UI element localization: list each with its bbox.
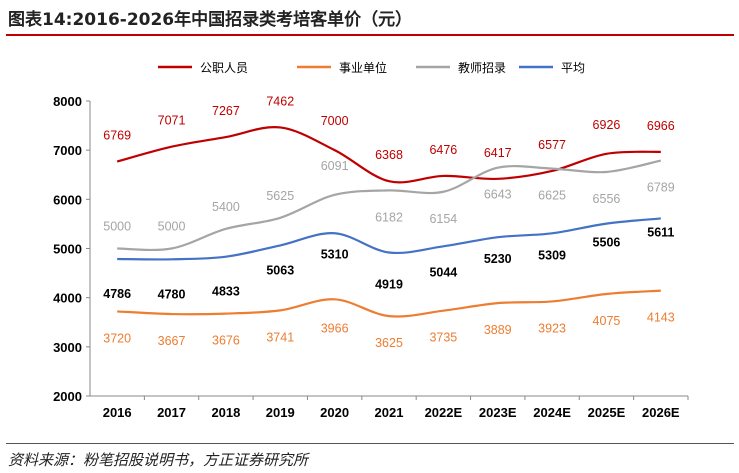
data-label: 6476	[429, 143, 457, 157]
data-label: 6556	[593, 192, 621, 206]
data-label: 3720	[103, 331, 131, 345]
data-label: 5309	[538, 248, 566, 262]
figure-title: 图表14:2016-2026年中国招录类考培客单价（元）	[8, 10, 413, 30]
y-tick-label: 6000	[53, 192, 82, 207]
x-tick-label: 2026E	[642, 405, 680, 420]
legend-label: 教师招录	[458, 60, 506, 75]
title-divider	[6, 34, 734, 36]
data-label: 4075	[593, 314, 621, 328]
data-label: 6368	[375, 148, 403, 162]
x-tick-label: 2025E	[588, 405, 626, 420]
data-label: 5506	[593, 236, 621, 250]
source-divider	[6, 443, 734, 444]
data-label: 6966	[647, 119, 675, 133]
data-label: 3667	[158, 334, 186, 348]
x-tick-label: 2018	[211, 405, 240, 420]
data-label: 4833	[212, 285, 240, 299]
x-tick-label: 2020	[320, 405, 349, 420]
series-line-3	[117, 217, 661, 261]
data-label: 6926	[593, 118, 621, 132]
data-label: 5044	[429, 265, 457, 279]
x-tick-label: 2024E	[533, 405, 571, 420]
y-tick-label: 2000	[53, 389, 82, 404]
data-label: 5000	[103, 220, 131, 234]
y-tick-label: 3000	[53, 340, 82, 355]
data-label: 7000	[321, 114, 349, 128]
data-label: 3966	[321, 321, 349, 335]
data-label: 3625	[375, 336, 403, 350]
source-note: 资料来源：粉笔招股说明书，方正证券研究所	[8, 451, 309, 469]
data-label: 3676	[212, 334, 240, 348]
data-label: 7462	[266, 94, 294, 108]
data-label: 5310	[321, 247, 349, 261]
series-line-1	[117, 289, 661, 318]
data-label: 6091	[321, 159, 349, 173]
data-label: 3889	[484, 323, 512, 337]
data-label: 5063	[266, 263, 294, 277]
data-label: 4786	[103, 287, 131, 301]
data-label: 5625	[266, 189, 294, 203]
data-label: 7071	[158, 114, 186, 128]
x-tick-label: 2019	[266, 405, 295, 420]
data-label: 6643	[484, 188, 512, 202]
y-tick-label: 7000	[53, 143, 82, 158]
data-label: 3923	[538, 321, 566, 335]
data-label: 6625	[538, 189, 566, 203]
data-label: 4919	[375, 277, 403, 291]
data-label: 5000	[158, 220, 186, 234]
data-label: 7267	[212, 104, 240, 118]
legend-label: 公职人员	[200, 61, 248, 75]
legend-label: 事业单位	[339, 60, 387, 75]
series-line-0	[116, 126, 661, 184]
data-label: 3741	[266, 330, 294, 344]
data-label: 5230	[484, 252, 512, 266]
data-label: 6789	[647, 181, 675, 195]
data-label: 6577	[538, 138, 566, 152]
data-label: 6182	[375, 210, 403, 224]
data-label: 4780	[158, 287, 186, 301]
data-label: 6154	[429, 212, 457, 226]
data-label: 4143	[647, 311, 675, 325]
y-tick-label: 8000	[53, 94, 82, 109]
data-label: 5400	[212, 200, 240, 214]
x-tick-label: 2021	[375, 405, 404, 420]
x-tick-label: 2022E	[425, 405, 463, 420]
x-tick-label: 2017	[157, 405, 186, 420]
data-label: 6417	[484, 146, 512, 160]
x-tick-label: 2023E	[479, 405, 517, 420]
legend-label: 平均	[561, 61, 585, 75]
x-tick-label: 2016	[103, 405, 132, 420]
y-tick-label: 4000	[53, 291, 82, 306]
data-label: 6769	[103, 129, 131, 143]
data-label: 5611	[647, 225, 674, 239]
series-line-2	[117, 159, 662, 252]
data-label: 3735	[429, 331, 457, 345]
y-tick-label: 5000	[53, 242, 82, 257]
